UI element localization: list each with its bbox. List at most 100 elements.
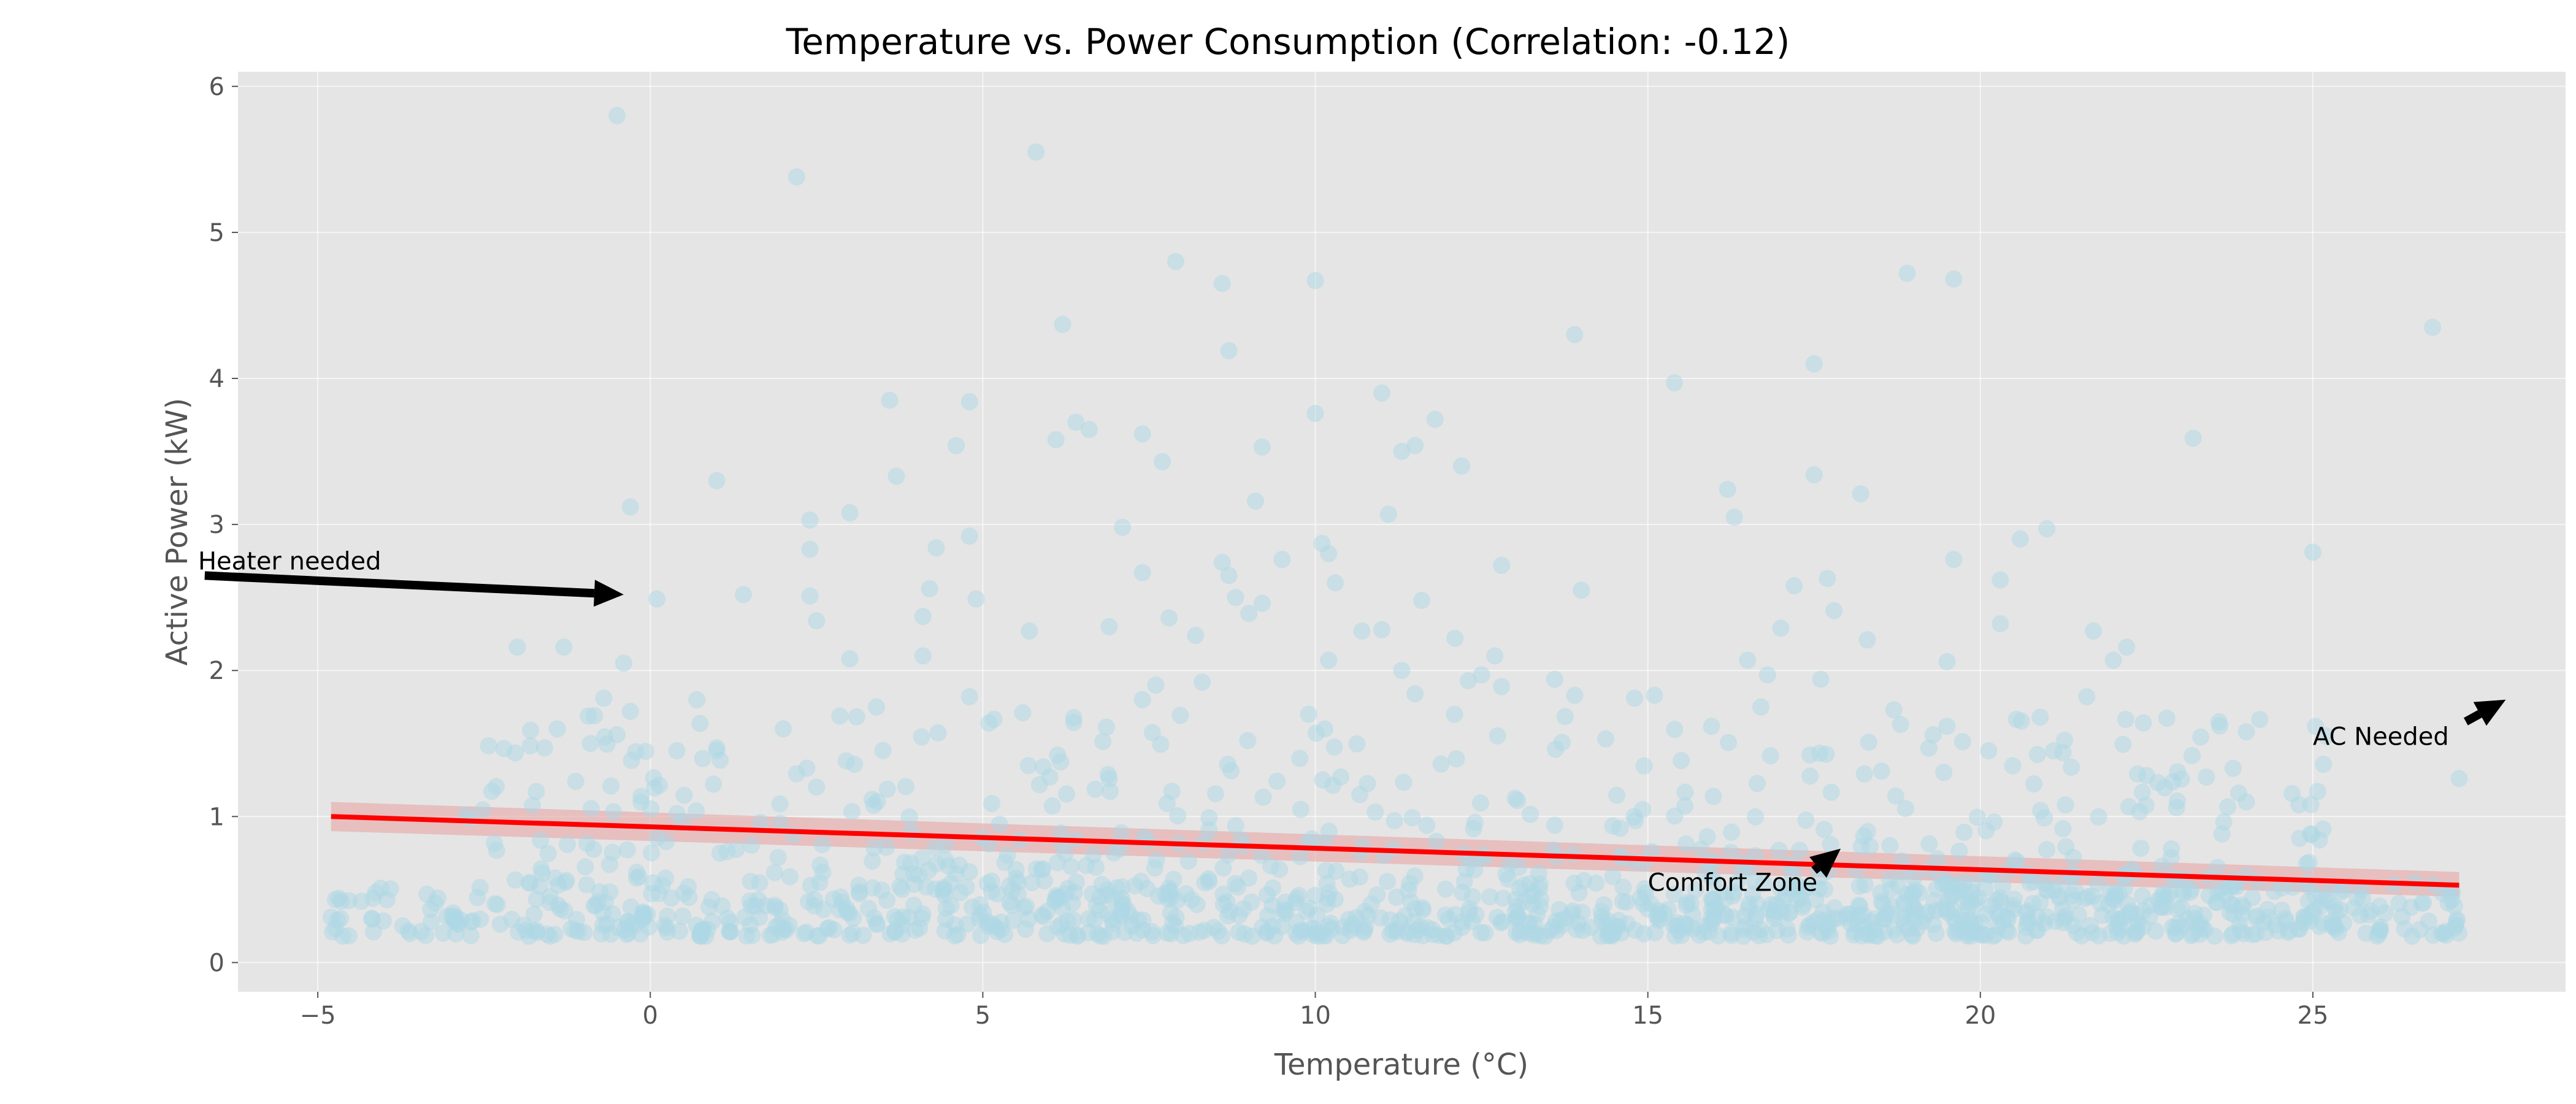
scatter-point — [2244, 926, 2261, 943]
scatter-point — [1991, 615, 2009, 632]
scatter-point — [2129, 765, 2147, 783]
scatter-point — [585, 840, 602, 858]
scatter-point — [1758, 666, 1776, 684]
scatter-point — [1300, 705, 1317, 723]
scatter-point — [1395, 773, 1413, 791]
scatter-point — [1481, 888, 1499, 906]
scatter-point — [1150, 887, 1168, 905]
scatter-point — [480, 737, 497, 754]
scatter-point — [1722, 823, 1740, 841]
scatter-point — [1387, 888, 1405, 906]
scatter-point — [1801, 767, 1819, 785]
scatter-point — [1885, 701, 1903, 719]
scatter-point — [1797, 811, 1815, 829]
scatter-point — [1213, 275, 1231, 293]
scatter-point — [2038, 841, 2056, 859]
scatter-point — [578, 876, 596, 894]
scatter-point — [1396, 907, 1414, 925]
scatter-point — [1100, 770, 1118, 788]
scatter-point — [1098, 886, 1116, 903]
scatter-point — [1466, 814, 1484, 832]
scatter-point — [811, 856, 829, 874]
scatter-point — [1035, 758, 1052, 776]
scatter-point — [1322, 914, 1340, 932]
scatter-point — [1500, 870, 1517, 888]
scatter-point — [2118, 895, 2136, 913]
scatter-point — [2085, 622, 2103, 640]
scatter-point — [1945, 551, 1963, 569]
scatter-point — [1488, 908, 1506, 926]
scatter-point — [627, 743, 645, 761]
scatter-point — [621, 498, 639, 516]
scatter-point — [1446, 905, 1464, 923]
scatter-point — [1904, 886, 1922, 903]
scatter-point — [2012, 712, 2030, 730]
scatter-point — [1014, 704, 1032, 722]
scatter-point — [1021, 622, 1038, 640]
scatter-point — [1573, 581, 1590, 599]
scatter-point — [567, 922, 585, 940]
scatter-point — [1705, 899, 1723, 916]
scatter-point — [2025, 775, 2043, 793]
scatter-point — [1510, 859, 1528, 876]
scatter-point — [1340, 911, 1358, 929]
scatter-point — [1437, 927, 1455, 945]
scatter-point — [1065, 714, 1083, 732]
scatter-point — [2269, 922, 2287, 940]
scatter-point — [1666, 807, 1684, 825]
scatter-point — [1432, 755, 1450, 773]
scatter-point — [914, 647, 932, 665]
scatter-point — [532, 860, 550, 878]
scatter-point — [1687, 881, 1704, 899]
scatter-point — [1305, 919, 1323, 937]
scatter-point — [1276, 905, 1294, 922]
scatter-point — [838, 903, 856, 921]
scatter-point — [764, 926, 782, 943]
x-tick-label: 0 — [643, 1002, 658, 1030]
scatter-point — [1643, 843, 1660, 861]
scatter-point — [2114, 735, 2132, 753]
scatter-point — [1944, 903, 1962, 921]
scatter-point — [703, 891, 721, 908]
scatter-point — [1460, 900, 1478, 918]
scatter-point — [2306, 886, 2324, 904]
scatter-point — [2376, 904, 2394, 922]
scatter-point — [1625, 808, 1643, 826]
scatter-point — [1749, 775, 1766, 792]
scatter-point — [582, 800, 600, 818]
scatter-point — [752, 814, 770, 832]
scatter-point — [2063, 758, 2080, 776]
scatter-point — [1324, 776, 1342, 794]
scatter-point — [1964, 875, 1982, 893]
scatter-point — [913, 728, 930, 746]
scatter-point — [1159, 924, 1176, 942]
scatter-point — [2300, 853, 2318, 871]
scatter-point — [1459, 672, 1477, 689]
scatter-point — [1650, 910, 1668, 927]
scatter-point — [541, 894, 559, 911]
scatter-point — [1765, 910, 1783, 927]
scatter-point — [2006, 851, 2024, 869]
scatter-point — [1494, 889, 1512, 907]
scatter-point — [548, 720, 566, 738]
scatter-point — [2439, 894, 2457, 912]
scatter-point — [1826, 899, 1844, 917]
scatter-point — [1152, 735, 1170, 753]
scatter-point — [2076, 890, 2094, 908]
scatter-point — [1805, 355, 1823, 373]
scatter-point — [1406, 437, 1424, 454]
scatter-point — [1292, 800, 1309, 818]
scatter-point — [1597, 730, 1614, 748]
scatter-point — [960, 527, 978, 545]
scatter-point — [1846, 923, 1864, 941]
scatter-point — [521, 737, 539, 755]
annotation-label: Comfort Zone — [1648, 868, 1818, 897]
scatter-point — [1608, 786, 1626, 804]
scatter-point — [983, 872, 1000, 890]
scatter-point — [503, 911, 521, 929]
scatter-point — [671, 922, 689, 940]
scatter-point — [1473, 666, 1490, 684]
scatter-point — [1747, 808, 1765, 826]
scatter-point — [1994, 912, 2012, 930]
scatter-point — [1856, 876, 1874, 894]
